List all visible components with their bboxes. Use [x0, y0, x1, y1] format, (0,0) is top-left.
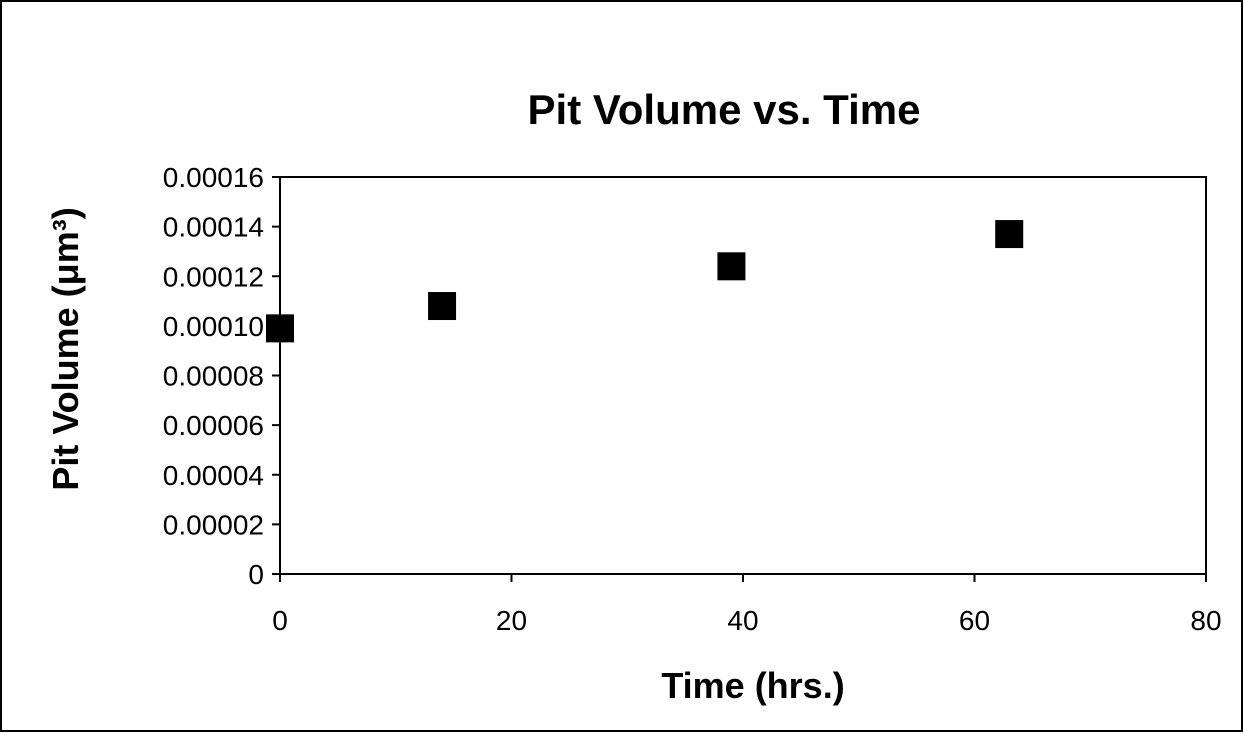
- y-tick-label: 0.00016: [163, 162, 264, 193]
- x-tick-label: 20: [496, 605, 527, 636]
- data-point: [995, 220, 1024, 249]
- x-axis: 0 20 40 60 80: [272, 574, 1222, 636]
- y-tick-label: 0.00010: [163, 311, 264, 342]
- x-tick-label: 40: [727, 605, 758, 636]
- chart-title: Pit Volume vs. Time: [528, 86, 921, 133]
- y-tick-label: 0.00006: [163, 410, 264, 441]
- data-point: [717, 252, 746, 281]
- x-tick-label: 0: [272, 605, 288, 636]
- y-tick-label: 0: [248, 559, 264, 590]
- y-axis-label: Pit Volume (μm³): [45, 207, 86, 490]
- data-point: [266, 314, 294, 343]
- y-tick-label: 0.00008: [163, 361, 264, 392]
- y-tick-label: 0.00014: [163, 212, 264, 243]
- y-axis: 0 0.00002 0.00004 0.00006 0.00008 0.00010 0.00…: [163, 162, 280, 590]
- x-tick-label: 80: [1190, 605, 1221, 636]
- data-points: [266, 220, 1024, 343]
- y-tick-label: 0.00004: [163, 460, 264, 491]
- y-tick-label: 0.00012: [163, 261, 264, 292]
- plot-area: [279, 176, 1207, 575]
- x-axis-label: Time (hrs.): [661, 665, 844, 706]
- x-tick-label: 60: [959, 605, 990, 636]
- y-tick-label: 0.00002: [163, 509, 264, 540]
- data-point: [428, 292, 457, 321]
- plot-border: [279, 176, 1207, 575]
